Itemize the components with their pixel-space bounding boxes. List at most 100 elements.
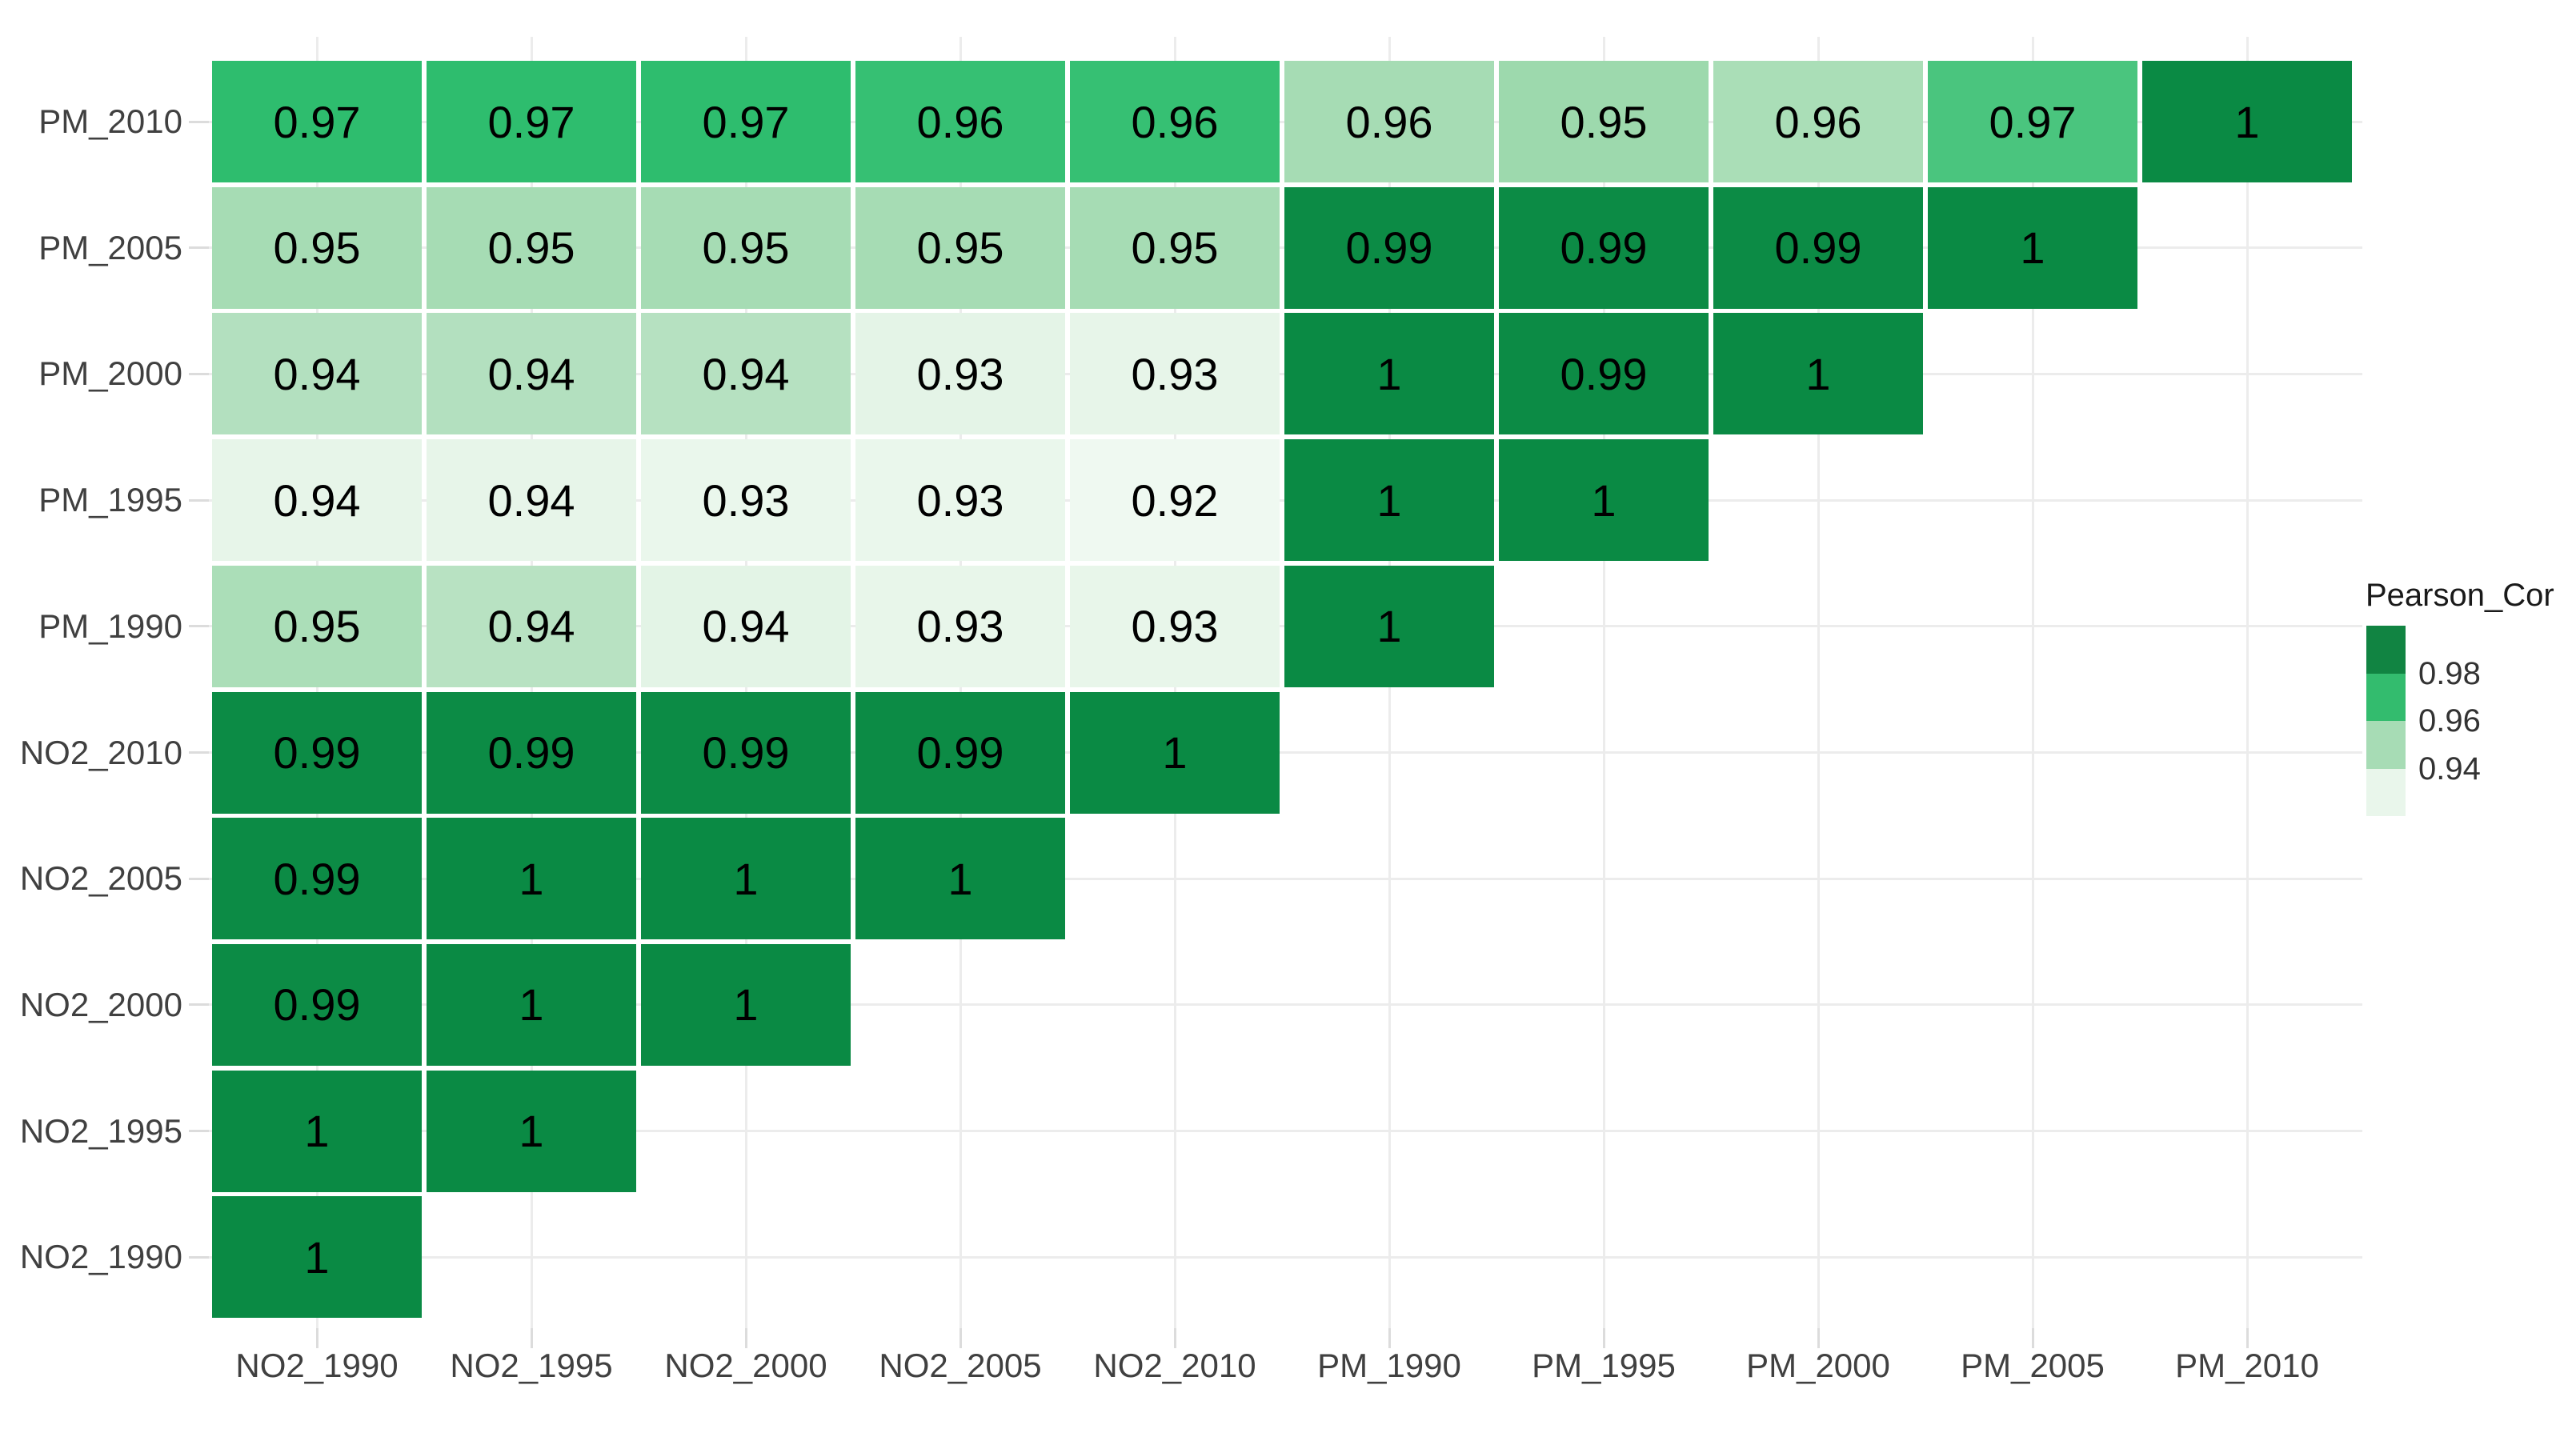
heatmap-cell: 0.99 xyxy=(641,691,851,814)
heatmap-cell: 1 xyxy=(1499,439,1709,562)
x-axis-tick xyxy=(530,1328,533,1348)
heatmap-cell: 1 xyxy=(212,1070,422,1192)
legend-colorbar-band xyxy=(2366,626,2406,674)
legend-colorbar-band xyxy=(2366,768,2406,816)
heatmap-cell: 0.96 xyxy=(1070,61,1280,182)
heatmap-cell: 0.99 xyxy=(212,818,422,940)
heatmap-cell: 0.93 xyxy=(855,439,1065,562)
gridline-vertical xyxy=(2031,37,2034,1328)
y-axis-label: NO2_1990 xyxy=(19,1238,182,1276)
heatmap-cell: 0.95 xyxy=(855,186,1065,309)
y-axis-label: NO2_2000 xyxy=(19,985,182,1023)
heatmap-cell: 0.99 xyxy=(212,943,422,1066)
heatmap-cell: 0.93 xyxy=(1070,313,1280,435)
y-axis-tick xyxy=(189,372,209,375)
heatmap-cell: 0.93 xyxy=(855,565,1065,687)
heatmap-cell: 1 xyxy=(1070,691,1280,814)
gridline-horizontal xyxy=(198,1255,2362,1259)
x-axis-tick xyxy=(744,1328,747,1348)
heatmap-cell: 0.93 xyxy=(1070,565,1280,687)
y-axis-label: PM_2005 xyxy=(38,228,182,266)
y-axis-label: PM_2000 xyxy=(38,354,182,393)
heatmap-cell: 0.93 xyxy=(641,439,851,562)
gridline-horizontal xyxy=(198,1003,2362,1007)
heatmap-cell: 0.99 xyxy=(855,691,1065,814)
y-axis-tick xyxy=(189,1255,209,1259)
x-axis-tick xyxy=(315,1328,318,1348)
legend-tick-label: 0.94 xyxy=(2418,751,2481,787)
heatmap-cell: 0.94 xyxy=(427,565,636,687)
heatmap-cell: 0.99 xyxy=(1284,186,1494,309)
heatmap-cell: 0.97 xyxy=(427,61,636,182)
legend-colorbar-band xyxy=(2366,673,2406,721)
heatmap-cell: 0.94 xyxy=(212,439,422,562)
heatmap-cell: 0.96 xyxy=(1713,61,1923,182)
x-axis-label: PM_1990 xyxy=(1317,1347,1461,1384)
heatmap-cell: 0.96 xyxy=(855,61,1065,182)
heatmap-cell: 0.97 xyxy=(1928,61,2137,182)
heatmap-cell: 0.99 xyxy=(1499,313,1709,435)
x-axis-tick xyxy=(959,1328,962,1348)
heatmap-cell: 0.94 xyxy=(641,565,851,687)
heatmap-cell: 1 xyxy=(1713,313,1923,435)
heatmap-cell: 0.94 xyxy=(427,313,636,435)
gridline-horizontal xyxy=(198,498,2362,502)
heatmap-cell: 1 xyxy=(1284,565,1494,687)
heatmap-cell: 1 xyxy=(855,818,1065,940)
heatmap-cell: 1 xyxy=(2142,61,2352,182)
heatmap-cell: 1 xyxy=(1284,439,1494,562)
x-axis-label: PM_1995 xyxy=(1532,1347,1676,1384)
y-axis-label: PM_1990 xyxy=(38,606,182,645)
heatmap-cell: 1 xyxy=(427,943,636,1066)
gridline-horizontal xyxy=(198,120,2362,123)
heatmap-cell: 1 xyxy=(427,818,636,940)
heatmap-cell: 1 xyxy=(1284,313,1494,435)
heatmap-cell: 0.97 xyxy=(641,61,851,182)
heatmap-cell: 0.92 xyxy=(1070,439,1280,562)
heatmap-cell: 0.99 xyxy=(212,691,422,814)
heatmap-cell: 1 xyxy=(1928,186,2137,309)
y-axis-tick xyxy=(189,877,209,880)
x-axis-label: NO2_2005 xyxy=(879,1347,1042,1384)
legend-tick-label: 0.98 xyxy=(2418,655,2481,691)
heatmap-cell: 1 xyxy=(212,1196,422,1319)
heatmap-cell: 0.99 xyxy=(1499,186,1709,309)
y-axis-label: PM_1995 xyxy=(38,481,182,519)
heatmap-cell: 0.97 xyxy=(212,61,422,182)
heatmap-cell: 0.95 xyxy=(1499,61,1709,182)
y-axis-tick xyxy=(189,246,209,250)
y-axis-label: NO2_2005 xyxy=(19,859,182,898)
heatmap-cell: 1 xyxy=(641,818,851,940)
gridline-vertical xyxy=(1817,37,1820,1328)
x-axis-label: PM_2005 xyxy=(1961,1347,2105,1384)
y-axis-tick xyxy=(189,120,209,123)
heatmap-cell: 0.95 xyxy=(1070,186,1280,309)
gridline-horizontal xyxy=(198,625,2362,628)
legend-tick-label: 0.96 xyxy=(2418,703,2481,739)
y-axis-label: NO2_1995 xyxy=(19,1111,182,1150)
y-axis-label: PM_2010 xyxy=(38,102,182,140)
y-axis-tick xyxy=(189,1003,209,1007)
x-axis-label: NO2_2000 xyxy=(664,1347,827,1384)
heatmap-cell: 0.99 xyxy=(1713,186,1923,309)
heatmap-cell: 1 xyxy=(641,943,851,1066)
gridline-horizontal xyxy=(198,246,2362,250)
heatmap-cell: 0.95 xyxy=(641,186,851,309)
gridline-horizontal xyxy=(198,1130,2362,1133)
x-axis-label: NO2_1995 xyxy=(450,1347,613,1384)
x-axis-label: PM_2000 xyxy=(1746,1347,1890,1384)
heatmap-cell: 0.94 xyxy=(212,313,422,435)
heatmap-cell: 0.94 xyxy=(427,439,636,562)
legend-colorbar-band xyxy=(2366,721,2406,769)
heatmap-cell: 0.93 xyxy=(855,313,1065,435)
gridline-vertical xyxy=(1602,37,1605,1328)
x-axis-tick xyxy=(2245,1328,2249,1348)
gridline-horizontal xyxy=(198,877,2362,880)
x-axis-label: NO2_1990 xyxy=(235,1347,399,1384)
y-axis-label: NO2_2010 xyxy=(19,733,182,771)
heatmap-cell: 0.99 xyxy=(427,691,636,814)
gridline-horizontal xyxy=(198,372,2362,375)
y-axis-tick xyxy=(189,1130,209,1133)
x-axis-tick xyxy=(2031,1328,2034,1348)
